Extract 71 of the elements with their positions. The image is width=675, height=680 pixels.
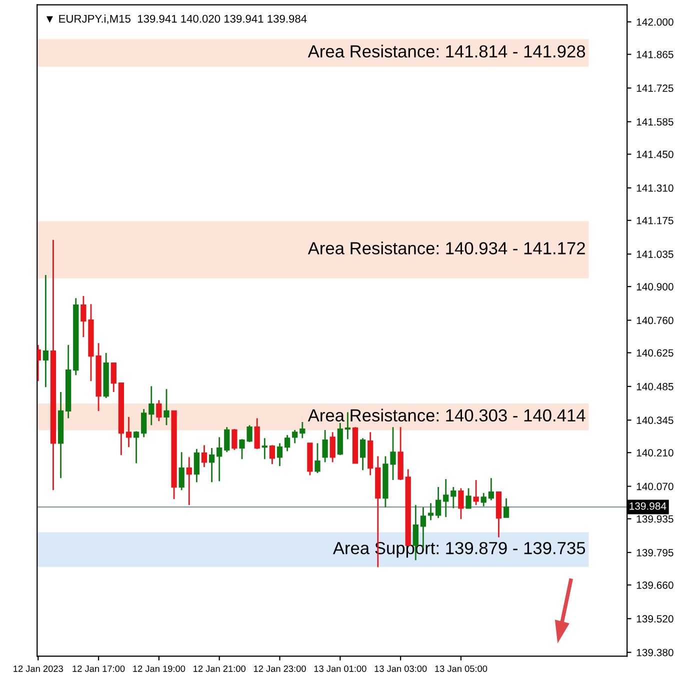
y-tick-label: 141.725	[636, 84, 674, 92]
candlestick	[178, 451, 184, 491]
y-tick-label: 141.585	[636, 118, 674, 126]
y-tick-label: 139.795	[636, 548, 674, 556]
y-tick-label: 142.000	[636, 18, 674, 26]
y-tick-label: 140.760	[636, 316, 674, 324]
x-tick-label: 13 Jan 03:00	[374, 665, 427, 672]
y-tick-label: 140.900	[636, 283, 674, 290]
candlestick	[254, 418, 260, 450]
candlestick	[458, 488, 464, 520]
candlestick	[42, 274, 48, 388]
x-tick-label: 12 Jan 23:00	[254, 665, 306, 672]
candlestick	[133, 430, 140, 464]
candlestick	[232, 428, 238, 451]
candlestick	[186, 456, 192, 506]
x-tick-label: 12 Jan 19:00	[133, 665, 186, 672]
candlestick	[503, 498, 510, 518]
candlestick	[466, 488, 472, 509]
y-tick-label: 139.660	[636, 581, 674, 589]
band-label: Area Resistance: 140.303 - 140.414	[308, 408, 586, 422]
x-tick-label: 13 Jan 01:00	[314, 665, 366, 672]
candlestick	[126, 416, 132, 448]
x-tick-label: 12 Jan 17:00	[72, 665, 125, 672]
candlestick	[360, 437, 366, 471]
x-tick-label: 12 Jan 21:00	[194, 665, 246, 672]
candlestick	[488, 477, 494, 501]
candlestick	[164, 388, 170, 426]
y-tick-label: 141.035	[636, 250, 674, 258]
x-tick-label: 13 Jan 05:00	[435, 665, 488, 672]
y-tick-label: 140.210	[636, 449, 674, 456]
y-tick-label: 141.865	[636, 50, 674, 58]
y-tick-label: 140.625	[636, 349, 674, 357]
candlestick	[322, 429, 328, 463]
candlestick	[141, 408, 147, 438]
candlestick	[450, 486, 456, 509]
candlestick	[148, 385, 154, 426]
candlestick	[480, 492, 486, 507]
candlestick	[269, 444, 276, 465]
candlestick	[262, 437, 268, 460]
candlestick	[344, 411, 351, 440]
candlestick	[443, 478, 449, 518]
candlestick	[300, 421, 306, 439]
y-tick-label: 140.070	[636, 482, 674, 490]
candlestick	[216, 436, 222, 482]
candlestick	[194, 448, 200, 483]
text: ▼ EURJPY.i,M15 139.941 140.020 139.941 139.984	[46, 14, 307, 24]
y-tick-label: 140.345	[636, 416, 674, 424]
candlestick	[156, 399, 162, 422]
ref-line-label: 139.984	[630, 502, 666, 510]
candlestick	[110, 362, 116, 393]
y-tick-label: 141.450	[636, 150, 674, 158]
candlestick	[284, 434, 290, 452]
candlestick	[330, 431, 336, 463]
candlestick	[314, 442, 320, 474]
y-tick-label: 139.520	[636, 615, 674, 623]
candlestick	[224, 426, 230, 453]
band-label: Area Resistance: 140.934 - 141.172	[308, 242, 585, 254]
y-tick-label: 141.310	[636, 184, 674, 192]
candlestick	[201, 444, 208, 468]
candlestick	[292, 429, 298, 444]
candlestick	[435, 486, 442, 519]
candlestick	[276, 442, 283, 467]
candlestick	[208, 447, 215, 483]
y-tick-label: 141.175	[636, 216, 674, 224]
y-tick-label: 139.380	[636, 648, 674, 656]
y-tick-label: 139.935	[636, 515, 674, 523]
x-tick-label: 12 Jan 2023	[14, 665, 63, 672]
candlestick	[473, 479, 479, 506]
candlestick	[428, 502, 434, 521]
y-tick-label: 140.485	[636, 382, 674, 390]
band-label: Area Resistance: 141.814 - 141.928	[308, 44, 586, 58]
